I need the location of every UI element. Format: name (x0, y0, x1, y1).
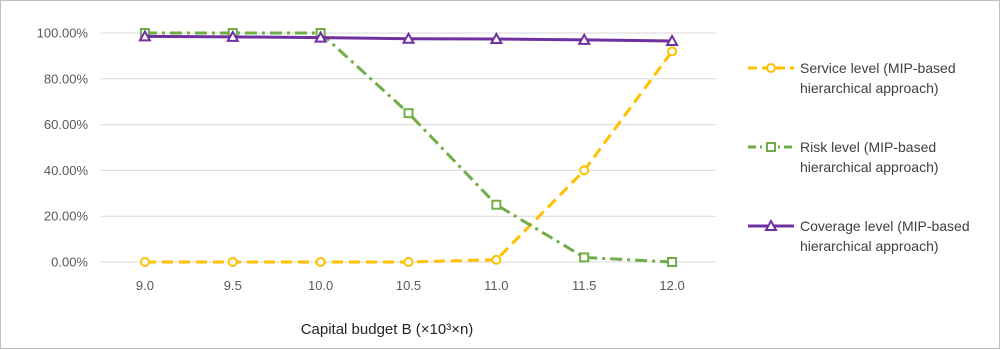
series-2 (139, 28, 678, 267)
y-tick-label: 40.00% (44, 163, 89, 178)
y-tick-label: 0.00% (51, 255, 88, 270)
data-point (138, 29, 152, 42)
data-point (313, 30, 328, 43)
legend-label: Risk level (MIP-based (800, 139, 936, 155)
data-point (667, 46, 678, 57)
data-point (403, 257, 414, 267)
y-tick-label: 60.00% (44, 117, 89, 132)
y-tick-label: 100.00% (37, 26, 89, 41)
legend-entry: Service level (MIP-based hierarchical app… (748, 60, 956, 96)
x-tick-label: 10.0 (308, 278, 333, 293)
x-tick-label: 12.0 (659, 278, 684, 293)
data-point (577, 32, 591, 45)
data-point (139, 257, 150, 267)
series-3 (138, 29, 679, 47)
gridlines (101, 32, 716, 263)
legend: Service level (MIP-based hierarchical app… (748, 60, 970, 254)
data-point (491, 199, 502, 210)
data-point (766, 142, 776, 152)
data-point (227, 257, 238, 267)
x-axis-ticks: 9.0 9.5 10.0 10.5 11.0 11.5 12.0 (136, 278, 685, 293)
series-line (144, 31, 673, 264)
data-point (579, 165, 590, 176)
x-axis-title: Capital budget B (×10³×n) (301, 321, 474, 338)
data-point (579, 252, 590, 263)
data-point (315, 257, 326, 267)
y-axis-ticks: 0.00% 20.00% 40.00% 60.00% 80.00% 100.00% (37, 26, 89, 270)
data-point (665, 33, 679, 47)
data-point (489, 31, 504, 44)
legend-entry: Risk level (MIP-based hierarchical approa… (748, 139, 939, 175)
data-point (226, 29, 240, 42)
x-tick-label: 9.5 (224, 278, 242, 293)
series-line (144, 50, 674, 264)
data-point (766, 63, 776, 73)
legend-label: hierarchical approach) (800, 238, 939, 254)
x-tick-label: 11.5 (572, 278, 596, 293)
series-1 (139, 46, 678, 267)
x-tick-label: 11.0 (484, 278, 508, 293)
legend-label: Service level (MIP-based (800, 60, 956, 76)
y-tick-label: 80.00% (44, 71, 89, 86)
x-tick-label: 10.5 (396, 278, 421, 293)
y-tick-label: 20.00% (44, 209, 89, 224)
legend-label: hierarchical approach) (800, 159, 939, 175)
series-group (138, 28, 679, 267)
data-point (764, 218, 778, 231)
data-point (667, 257, 678, 267)
x-tick-label: 9.0 (136, 278, 154, 293)
legend-label: hierarchical approach) (800, 80, 939, 96)
data-point (403, 108, 414, 119)
data-point (491, 254, 502, 265)
data-point (401, 31, 416, 44)
legend-label: Coverage level (MIP-based (800, 218, 970, 234)
legend-entry: Coverage level (MIP-based hierarchical ap… (748, 218, 970, 254)
